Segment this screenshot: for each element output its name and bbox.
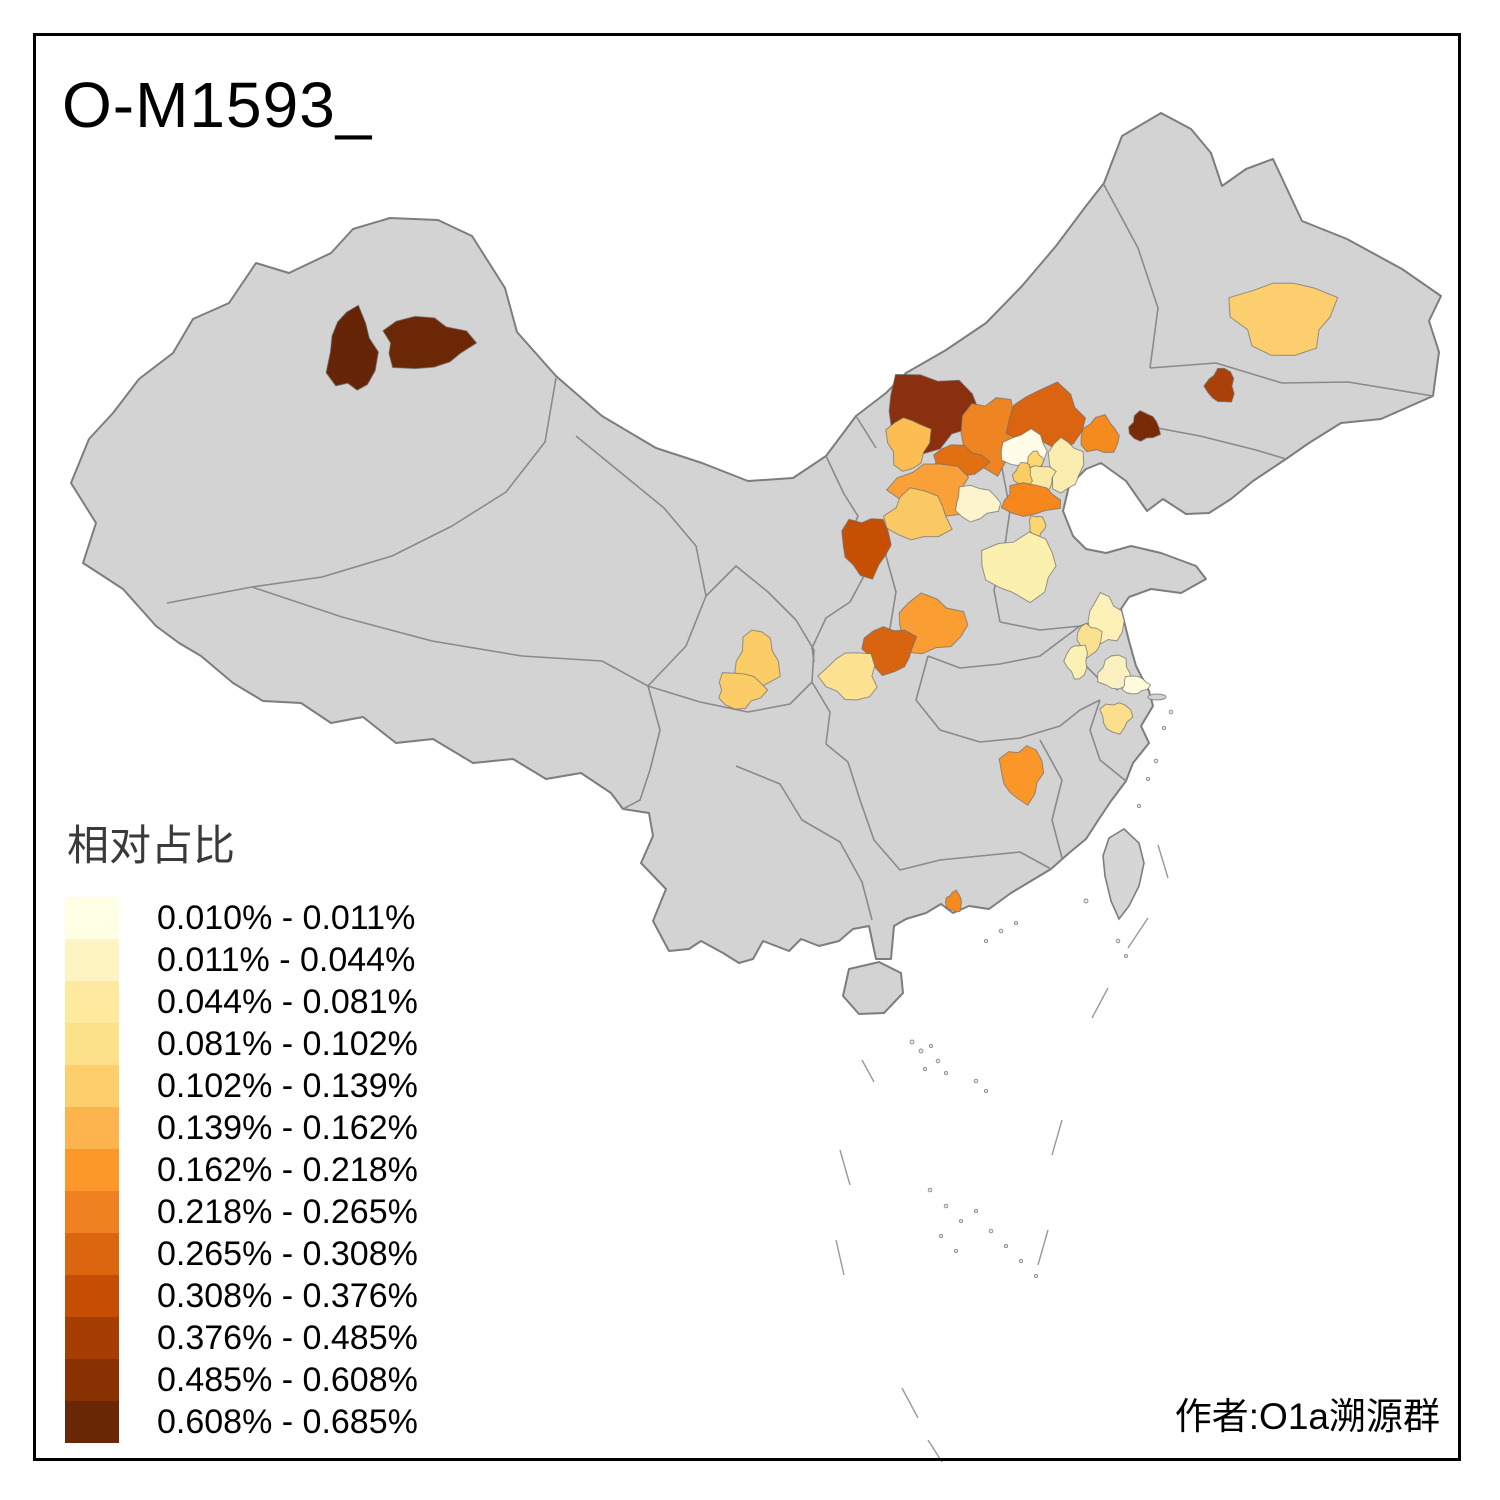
map-region-region-29 (998, 745, 1045, 806)
map-region-region-14 (841, 518, 892, 580)
map-region-region-23 (1080, 414, 1120, 454)
legend-swatch (65, 1317, 119, 1359)
legend-entry: 0.081% - 0.102% (65, 1023, 418, 1065)
hainan-island (841, 960, 905, 1016)
map-region-region-36 (1099, 702, 1134, 735)
map-region-region-02 (382, 315, 478, 370)
taiwan-island (1102, 828, 1145, 921)
legend-entry: 0.044% - 0.081% (65, 981, 418, 1023)
legend-label: 0.044% - 0.081% (157, 982, 418, 1021)
legend-entry: 0.162% - 0.218% (65, 1149, 418, 1191)
legend-entry: 0.102% - 0.139% (65, 1065, 418, 1107)
legend-label: 0.010% - 0.011% (157, 898, 416, 937)
legend-swatch (65, 1233, 119, 1275)
legend-label: 0.081% - 0.102% (157, 1024, 418, 1063)
colored-regions-layer (325, 282, 1339, 913)
legend-label: 0.376% - 0.485% (157, 1318, 418, 1357)
legend-body: 0.010% - 0.011% 0.011% - 0.044% 0.044% - 0… (65, 897, 418, 1443)
map-region-region-05 (1128, 410, 1162, 442)
map-region-region-28 (718, 672, 769, 710)
legend-swatch (65, 1107, 119, 1149)
map-region-region-20 (1000, 482, 1062, 518)
legend-entry: 0.218% - 0.265% (65, 1191, 418, 1233)
legend-swatch (65, 1191, 119, 1233)
map-region-region-12 (883, 487, 953, 541)
nine-dash-line (835, 844, 1169, 1463)
legend-title: 相对占比 (67, 822, 236, 869)
legend-label: 0.011% - 0.044% (157, 940, 416, 979)
legend-entry: 0.485% - 0.608% (65, 1359, 418, 1401)
map-region-region-21 (1028, 514, 1047, 539)
legend-swatch (65, 1401, 119, 1443)
legend-label: 0.102% - 0.139% (157, 1066, 418, 1105)
plot-title: O-M1593_ (62, 69, 373, 141)
legend-label: 0.139% - 0.162% (157, 1108, 418, 1147)
legend-swatch (65, 897, 119, 939)
map-region-region-13 (954, 484, 1002, 523)
map-region-region-33 (1063, 644, 1089, 680)
legend-label: 0.162% - 0.218% (157, 1150, 418, 1189)
small-islands (909, 709, 1174, 1279)
map-region-region-26 (817, 652, 878, 701)
legend-swatch (65, 1275, 119, 1317)
map-region-region-30 (944, 889, 963, 913)
map-region-region-35 (1121, 675, 1152, 695)
legend: 相对占比 0.010% - 0.011% 0.011% - 0.044% 0.044… (65, 812, 418, 1443)
map-region-region-04 (1203, 367, 1235, 403)
map-region-region-03 (1228, 282, 1339, 356)
legend-label: 0.218% - 0.265% (157, 1192, 418, 1231)
legend-swatch (65, 1359, 119, 1401)
map-region-region-10 (885, 417, 932, 472)
legend-swatch (65, 981, 119, 1023)
map-region-region-25 (861, 626, 918, 677)
legend-label: 0.608% - 0.685% (157, 1402, 418, 1441)
legend-entry: 0.011% - 0.044% (65, 939, 418, 981)
legend-label: 0.265% - 0.308% (157, 1234, 418, 1273)
legend-swatch (65, 939, 119, 981)
legend-swatch (65, 1065, 119, 1107)
attribution-text: 作者:O1a溯源群 (1174, 1396, 1440, 1437)
map-region-region-01 (325, 304, 379, 391)
legend-entry: 0.376% - 0.485% (65, 1317, 418, 1359)
legend-label: 0.308% - 0.376% (157, 1276, 418, 1315)
legend-label: 0.485% - 0.608% (157, 1360, 418, 1399)
legend-entry: 0.010% - 0.011% (65, 897, 418, 939)
map-region-region-22 (981, 531, 1057, 604)
legend-swatch (65, 1023, 119, 1065)
chongming-island (1147, 693, 1167, 701)
legend-entry: 0.308% - 0.376% (65, 1275, 418, 1317)
plot-border-frame (33, 33, 1461, 1461)
legend-entry: 0.265% - 0.308% (65, 1233, 418, 1275)
legend-entry: 0.139% - 0.162% (65, 1107, 418, 1149)
legend-swatch (65, 1149, 119, 1191)
legend-entry: 0.608% - 0.685% (65, 1401, 418, 1443)
map-region-region-17 (1047, 436, 1085, 494)
